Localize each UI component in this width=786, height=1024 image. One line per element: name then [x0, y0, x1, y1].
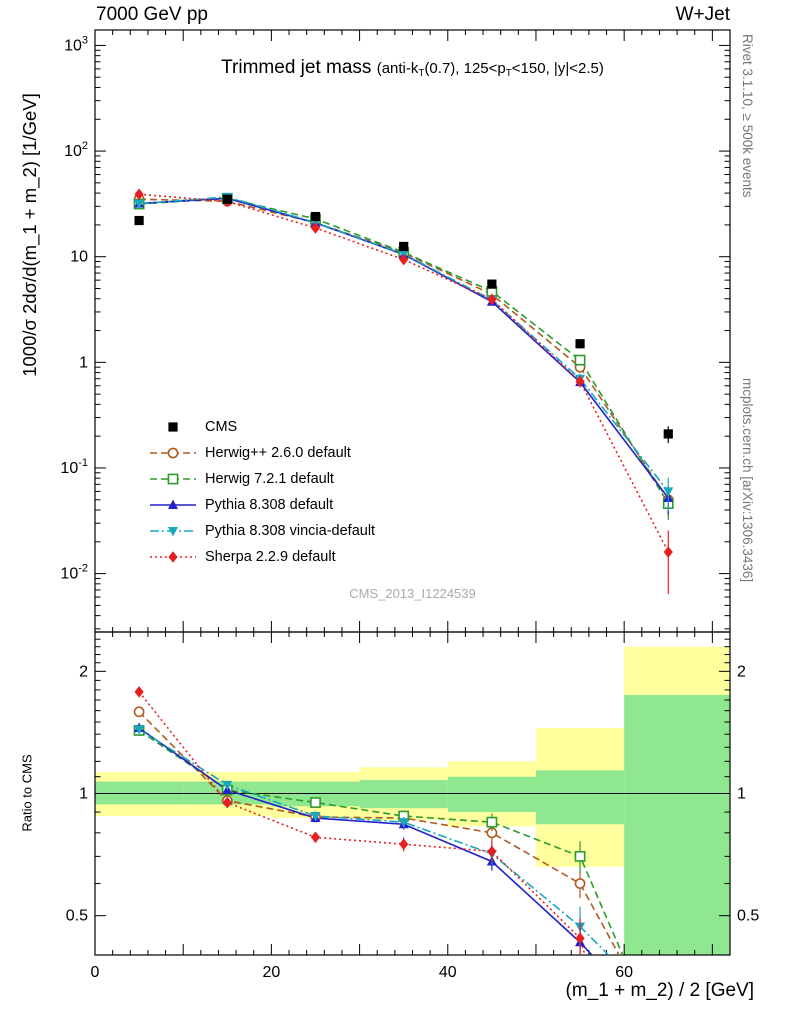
legend-marker-herwig7-icon: [150, 471, 196, 487]
svg-text:1: 1: [79, 354, 88, 371]
svg-text:0: 0: [91, 964, 100, 981]
legend-label-herwigpp: Herwig++ 2.6.0 default: [205, 445, 351, 461]
analysis-id-watermark: CMS_2013_I1224539: [349, 586, 476, 601]
legend: CMS Herwig++ 2.6.0 default Herwig 7.2.1 …: [150, 414, 375, 570]
svg-text:102: 102: [64, 140, 88, 160]
legend-marker-pythia-default-icon: [150, 497, 196, 513]
svg-text:2: 2: [79, 663, 88, 680]
axis-ticks: [94, 30, 731, 956]
svg-text:20: 20: [262, 964, 280, 981]
plot-title-cuts: (anti-kT(0.7), 125<pT<150, |y|<2.5): [376, 60, 604, 80]
legend-item-herwigpp: Herwig++ 2.6.0 default: [150, 440, 375, 466]
y-axis-label: 1000/σ 2dσ/d(m_1 + m_2) [1/GeV]: [19, 93, 40, 377]
rivet-version-text: Rivet 3.1.10, ≥ 500k events: [740, 34, 755, 198]
legend-item-herwig7: Herwig 7.2.1 default: [150, 466, 375, 492]
svg-text:60: 60: [615, 964, 633, 981]
legend-item-cms: CMS: [150, 414, 375, 440]
svg-text:10: 10: [70, 249, 88, 266]
legend-item-sherpa: Sherpa 2.2.9 default: [150, 544, 375, 570]
x-axis-label: (m_1 + m_2) / 2 [GeV]: [565, 980, 755, 1001]
svg-text:1: 1: [737, 786, 746, 803]
legend-label-pythia-default: Pythia 8.308 default: [205, 497, 334, 513]
legend-marker-cms-icon: [150, 419, 196, 435]
svg-text:10-2: 10-2: [60, 563, 88, 583]
plot-title: Trimmed jet mass (anti-kT(0.7), 125<pT<1…: [95, 57, 730, 79]
ratio-series-markers: [133, 686, 586, 955]
main-series-markers: [133, 188, 674, 595]
uncertainty-bands: [95, 646, 730, 955]
svg-text:2: 2: [737, 663, 746, 680]
legend-label-sherpa: Sherpa 2.2.9 default: [205, 549, 336, 565]
svg-text:10-1: 10-1: [60, 457, 88, 477]
legend-marker-sherpa-icon: [150, 549, 196, 565]
legend-label-cms: CMS: [205, 419, 238, 435]
process-label: W+Jet: [675, 4, 730, 25]
svg-text:40: 40: [439, 964, 457, 981]
svg-text:1: 1: [79, 786, 88, 803]
mcplots-reference-text: mcplots.cern.ch [arXiv:1306.3436]: [740, 378, 755, 583]
svg-text:0.5: 0.5: [737, 908, 759, 925]
svg-text:103: 103: [64, 34, 88, 54]
legend-item-pythia-default: Pythia 8.308 default: [150, 492, 375, 518]
legend-item-pythia-vincia: Pythia 8.308 vincia-default: [150, 518, 375, 544]
plot-title-main: Trimmed jet mass: [221, 57, 372, 78]
legend-label-pythia-vincia: Pythia 8.308 vincia-default: [205, 523, 376, 539]
legend-marker-pythia-vincia-icon: [150, 523, 196, 539]
beam-info: 7000 GeV pp: [96, 4, 208, 25]
svg-text:0.5: 0.5: [66, 908, 88, 925]
legend-marker-herwigpp-icon: [150, 445, 196, 461]
legend-label-herwig7: Herwig 7.2.1 default: [205, 471, 334, 487]
ratio-y-axis-label: Ratio to CMS: [19, 754, 35, 832]
